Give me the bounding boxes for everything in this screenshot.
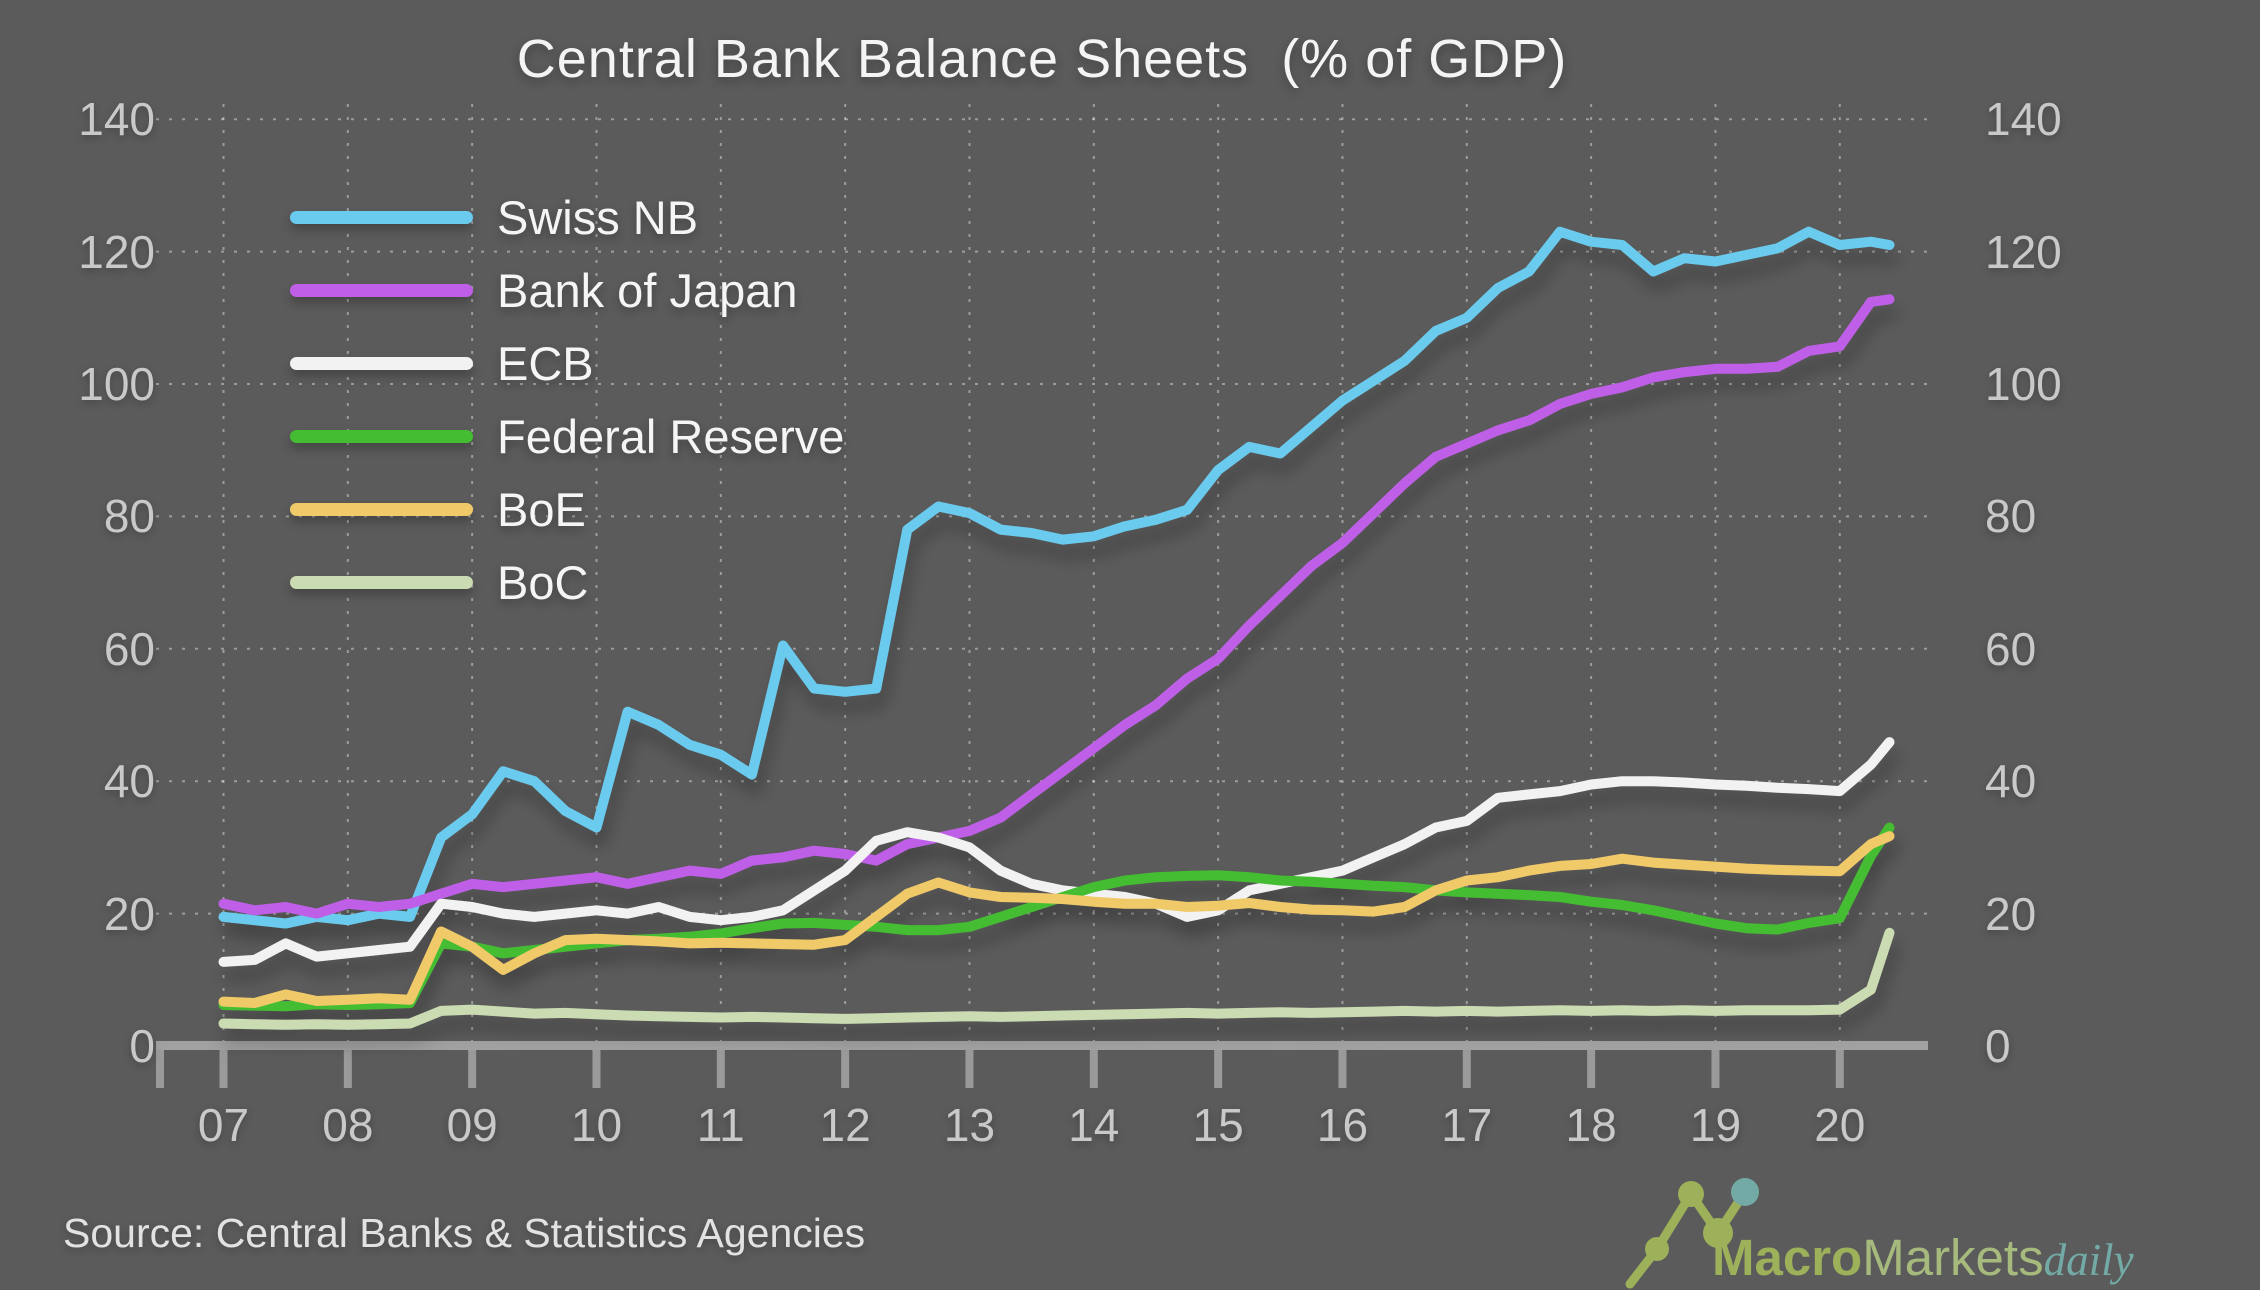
legend-label: BoE — [497, 483, 586, 536]
network-dots-icon — [1625, 1178, 1759, 1289]
y-tick-label-left: 140 — [78, 93, 155, 146]
legend-label: Swiss NB — [497, 191, 699, 244]
legend-swatch-boc — [290, 576, 473, 589]
x-axis-line — [156, 1041, 1928, 1050]
legend-label: Bank of Japan — [497, 264, 798, 317]
x-tick-label: 18 — [1565, 1099, 1617, 1151]
series-line-swiss-nb — [218, 226, 1895, 929]
legend-item-bank-of-japan: Bank of Japan — [290, 254, 844, 327]
x-axis-tick — [841, 1050, 850, 1088]
series-line-boe — [218, 831, 1895, 1008]
x-tick-label: 20 — [1814, 1099, 1866, 1151]
x-axis-tick — [965, 1050, 974, 1088]
legend-item-boe: BoE — [290, 473, 844, 546]
x-axis-tick — [1835, 1050, 1844, 1088]
y-tick-label-right: 0 — [1985, 1020, 2011, 1072]
x-tick-label: 19 — [1689, 1099, 1742, 1151]
x-axis-tick — [1587, 1050, 1596, 1088]
legend-swatch-federal-reserve — [290, 430, 473, 443]
x-axis-tick — [468, 1050, 477, 1088]
x-axis-tick — [219, 1050, 228, 1088]
x-tick-label: 17 — [1441, 1099, 1493, 1151]
y-tick-label-left: 100 — [78, 358, 155, 410]
brand-logo-markets: Markets — [1862, 1229, 2044, 1286]
y-tick-label-left: 20 — [103, 887, 155, 940]
x-tick-label: 16 — [1316, 1099, 1369, 1151]
y-tick-label-left: 120 — [78, 225, 155, 278]
x-axis — [156, 1041, 1928, 1088]
x-axis-tick — [716, 1050, 725, 1088]
y-tick-label-left: 60 — [103, 622, 155, 675]
x-tick-label: 07 — [197, 1099, 250, 1151]
y-tick-label-right: 40 — [1985, 755, 2037, 808]
legend: Swiss NB Bank of Japan ECB Federal Reserve B… — [290, 181, 844, 619]
y-tick-label-right: 100 — [1985, 358, 2062, 410]
x-axis-tick — [156, 1050, 164, 1088]
page-title: Central Bank Balance Sheets (% of GDP) — [516, 29, 1568, 89]
x-axis-tick — [343, 1050, 352, 1088]
x-axis-tick — [1711, 1050, 1720, 1088]
y-tick-label-right: 60 — [1985, 622, 2037, 675]
y-tick-label-right: 140 — [1985, 93, 2062, 146]
y-tick-label-left: 80 — [103, 490, 155, 543]
legend-item-federal-reserve: Federal Reserve — [290, 400, 844, 473]
brand-logo: Macro Markets daily — [1712, 1228, 2134, 1287]
x-tick-label: 11 — [696, 1099, 745, 1151]
legend-item-swiss-nb: Swiss NB — [290, 181, 844, 254]
y-tick-label-left: 0 — [129, 1020, 155, 1072]
series-line-bank-of-japan — [218, 294, 1895, 919]
source-caption: Source: Central Banks & Statistics Agenc… — [63, 1210, 866, 1256]
series-lines — [218, 226, 1895, 1030]
legend-swatch-bank-of-japan — [290, 284, 473, 297]
legend-item-ecb: ECB — [290, 327, 844, 400]
brand-logo-macro: Macro — [1712, 1229, 1863, 1286]
x-axis-tick — [1089, 1050, 1098, 1088]
x-tick-label: 13 — [943, 1099, 996, 1151]
x-axis-tick — [1214, 1050, 1223, 1088]
y-tick-label-right: 120 — [1985, 225, 2062, 278]
legend-item-boc: BoC — [290, 546, 844, 619]
y-tick-label-right: 20 — [1985, 887, 2037, 940]
x-tick-label: 09 — [446, 1099, 498, 1151]
legend-swatch-ecb — [290, 357, 473, 370]
legend-label: BoC — [497, 556, 589, 609]
x-axis-tick — [592, 1050, 601, 1088]
x-tick-label: 12 — [819, 1099, 871, 1151]
brand-logo-daily: daily — [2043, 1235, 2134, 1285]
x-tick-label: 10 — [570, 1099, 623, 1151]
x-axis-tick — [1338, 1050, 1347, 1088]
x-axis-tick — [1462, 1050, 1471, 1088]
legend-swatch-boe — [290, 503, 473, 516]
y-tick-label-right: 80 — [1985, 490, 2037, 543]
legend-label: Federal Reserve — [497, 410, 845, 463]
y-tick-label-left: 40 — [103, 755, 155, 808]
gridlines — [156, 104, 1928, 1046]
legend-label: ECB — [497, 337, 594, 390]
x-tick-label: 08 — [322, 1099, 374, 1151]
x-tick-label: 15 — [1192, 1099, 1244, 1151]
legend-swatch-swiss-nb — [290, 211, 473, 224]
x-tick-label: 14 — [1068, 1099, 1120, 1151]
series-line-boc — [218, 927, 1895, 1030]
series-line-ecb — [218, 737, 1895, 967]
